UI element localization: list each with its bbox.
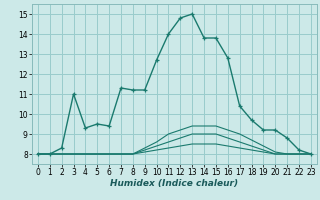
X-axis label: Humidex (Indice chaleur): Humidex (Indice chaleur)	[110, 179, 238, 188]
